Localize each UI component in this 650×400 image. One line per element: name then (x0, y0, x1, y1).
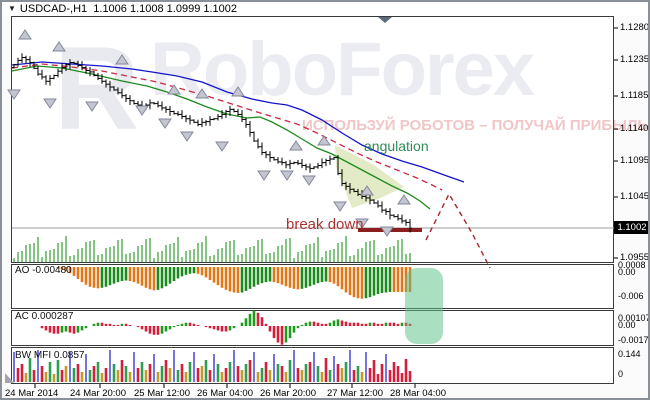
ao-scale-label: -0.006 (618, 291, 644, 301)
plot-background[interactable] (11, 16, 615, 384)
ac-scale-label: -0.00173 (618, 335, 650, 345)
time-tick-label: 26 Mar 04:00 (197, 388, 253, 399)
time-tick-label: 27 Mar 12:00 (327, 388, 383, 399)
ac-indicator-label: AC 0.000287 (15, 311, 74, 322)
price-tick-label: 1.1095 (620, 155, 650, 166)
price-tick-label: 1.0955 (620, 252, 650, 263)
price-tick-label: 1.1140 (620, 123, 649, 134)
time-tick-label: 24 Mar 20:00 (70, 388, 126, 399)
time-tick-label: 26 Mar 20:00 (260, 388, 316, 399)
time-tick-label: 25 Mar 12:00 (134, 388, 190, 399)
current-price-badge: 1.1002 (614, 221, 648, 234)
price-tick-label: 1.1280 (620, 22, 650, 33)
price-tick-label: 1.1045 (620, 191, 650, 202)
time-tick-label: 28 Mar 04:00 (390, 388, 446, 399)
ao-indicator-label: AO -0.00480 (15, 265, 72, 276)
ao-scale-label: 0.0008 (618, 260, 646, 270)
bwmfi-indicator-label: BW MFI 0.0857 (15, 350, 85, 361)
ac-scale-label: 0.00 (618, 320, 636, 330)
bw-scale-label: 0 (618, 369, 624, 379)
ao-scale-label: 0.00 (618, 267, 636, 277)
time-tick-label: 24 Mar 2014 (5, 388, 59, 399)
chevron-down-icon[interactable]: ▼ (8, 4, 16, 13)
price-tick-label: 1.1185 (620, 90, 649, 101)
chart-title: USDCAD-,H1 1.1006 1.1008 1.0999 1.1002 (19, 3, 238, 15)
ac-scale-label: 0.001077 (618, 313, 648, 323)
price-tick-label: 1.1235 (620, 54, 650, 65)
chart-titlebar: ▼ USDCAD-,H1 1.1006 1.1008 1.0999 1.1002 (2, 2, 648, 16)
break-down-annotation: break down (286, 216, 364, 233)
bw-scale-label: 0.144 (618, 349, 641, 359)
angulation-annotation: angulation (364, 138, 429, 154)
